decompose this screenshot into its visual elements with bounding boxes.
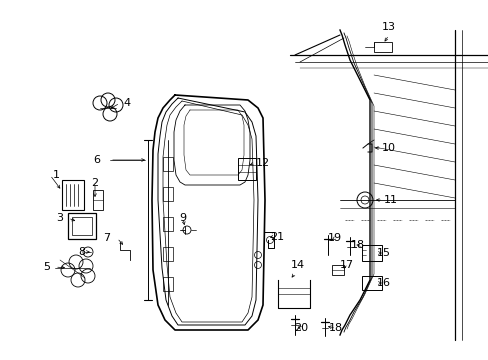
Text: 9: 9 [179,213,186,223]
Bar [331,265,343,275]
Text: 11: 11 [383,195,397,205]
Bar [72,217,92,235]
Text: 1: 1 [52,170,60,180]
Bar [93,190,103,210]
Text: 21: 21 [269,232,284,242]
Text: 15: 15 [376,248,390,258]
Bar [238,158,256,180]
Bar [163,247,173,261]
Text: 7: 7 [103,233,110,243]
Text: 19: 19 [327,233,342,243]
Text: 4: 4 [123,98,130,108]
Bar [163,157,173,171]
Text: 18: 18 [350,240,365,250]
Text: 3: 3 [57,213,63,223]
Bar [163,187,173,201]
Text: 14: 14 [290,260,305,270]
Bar [373,42,391,52]
Text: 17: 17 [339,260,353,270]
Bar [361,245,381,261]
Bar [62,180,84,210]
Bar [68,213,96,239]
Text: 16: 16 [376,278,390,288]
Text: 5: 5 [43,262,50,272]
Text: 6: 6 [93,155,101,165]
Text: 12: 12 [255,158,269,168]
Bar [361,276,381,290]
Text: 10: 10 [381,143,395,153]
Text: 13: 13 [381,22,395,32]
Text: 20: 20 [293,323,307,333]
Bar [163,217,173,231]
Text: 8: 8 [78,247,85,257]
Text: 18: 18 [328,323,343,333]
Bar [163,277,173,291]
Text: 2: 2 [91,178,99,188]
